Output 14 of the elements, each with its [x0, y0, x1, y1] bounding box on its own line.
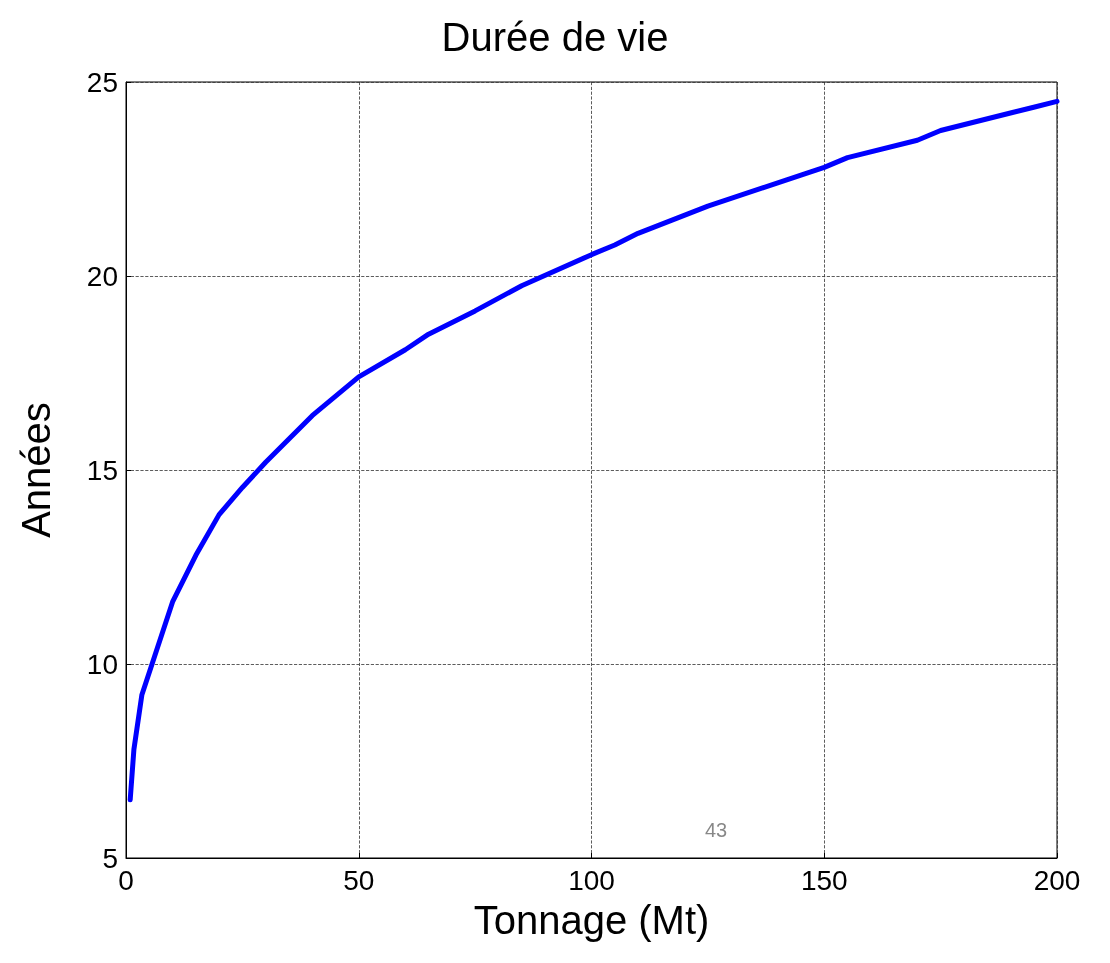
x-tick-label: 150 — [800, 864, 848, 896]
x-axis-title: Tonnage (Mt) — [473, 898, 710, 942]
x-tick-label: 100 — [568, 864, 615, 896]
y-tick-label: 5 — [102, 842, 118, 874]
y-tick-label: 25 — [86, 66, 118, 98]
x-tick-label: 50 — [343, 864, 375, 896]
chart-title: Durée de vie — [441, 15, 669, 59]
y-tick-label: 20 — [86, 260, 118, 292]
y-axis-title: Années — [14, 402, 58, 538]
annotation: 43 — [705, 819, 728, 841]
y-tick-label: 15 — [86, 454, 118, 486]
x-tick-label: 0 — [118, 864, 134, 896]
x-tick-label: 200 — [1033, 864, 1081, 896]
y-tick-label: 10 — [86, 648, 118, 680]
